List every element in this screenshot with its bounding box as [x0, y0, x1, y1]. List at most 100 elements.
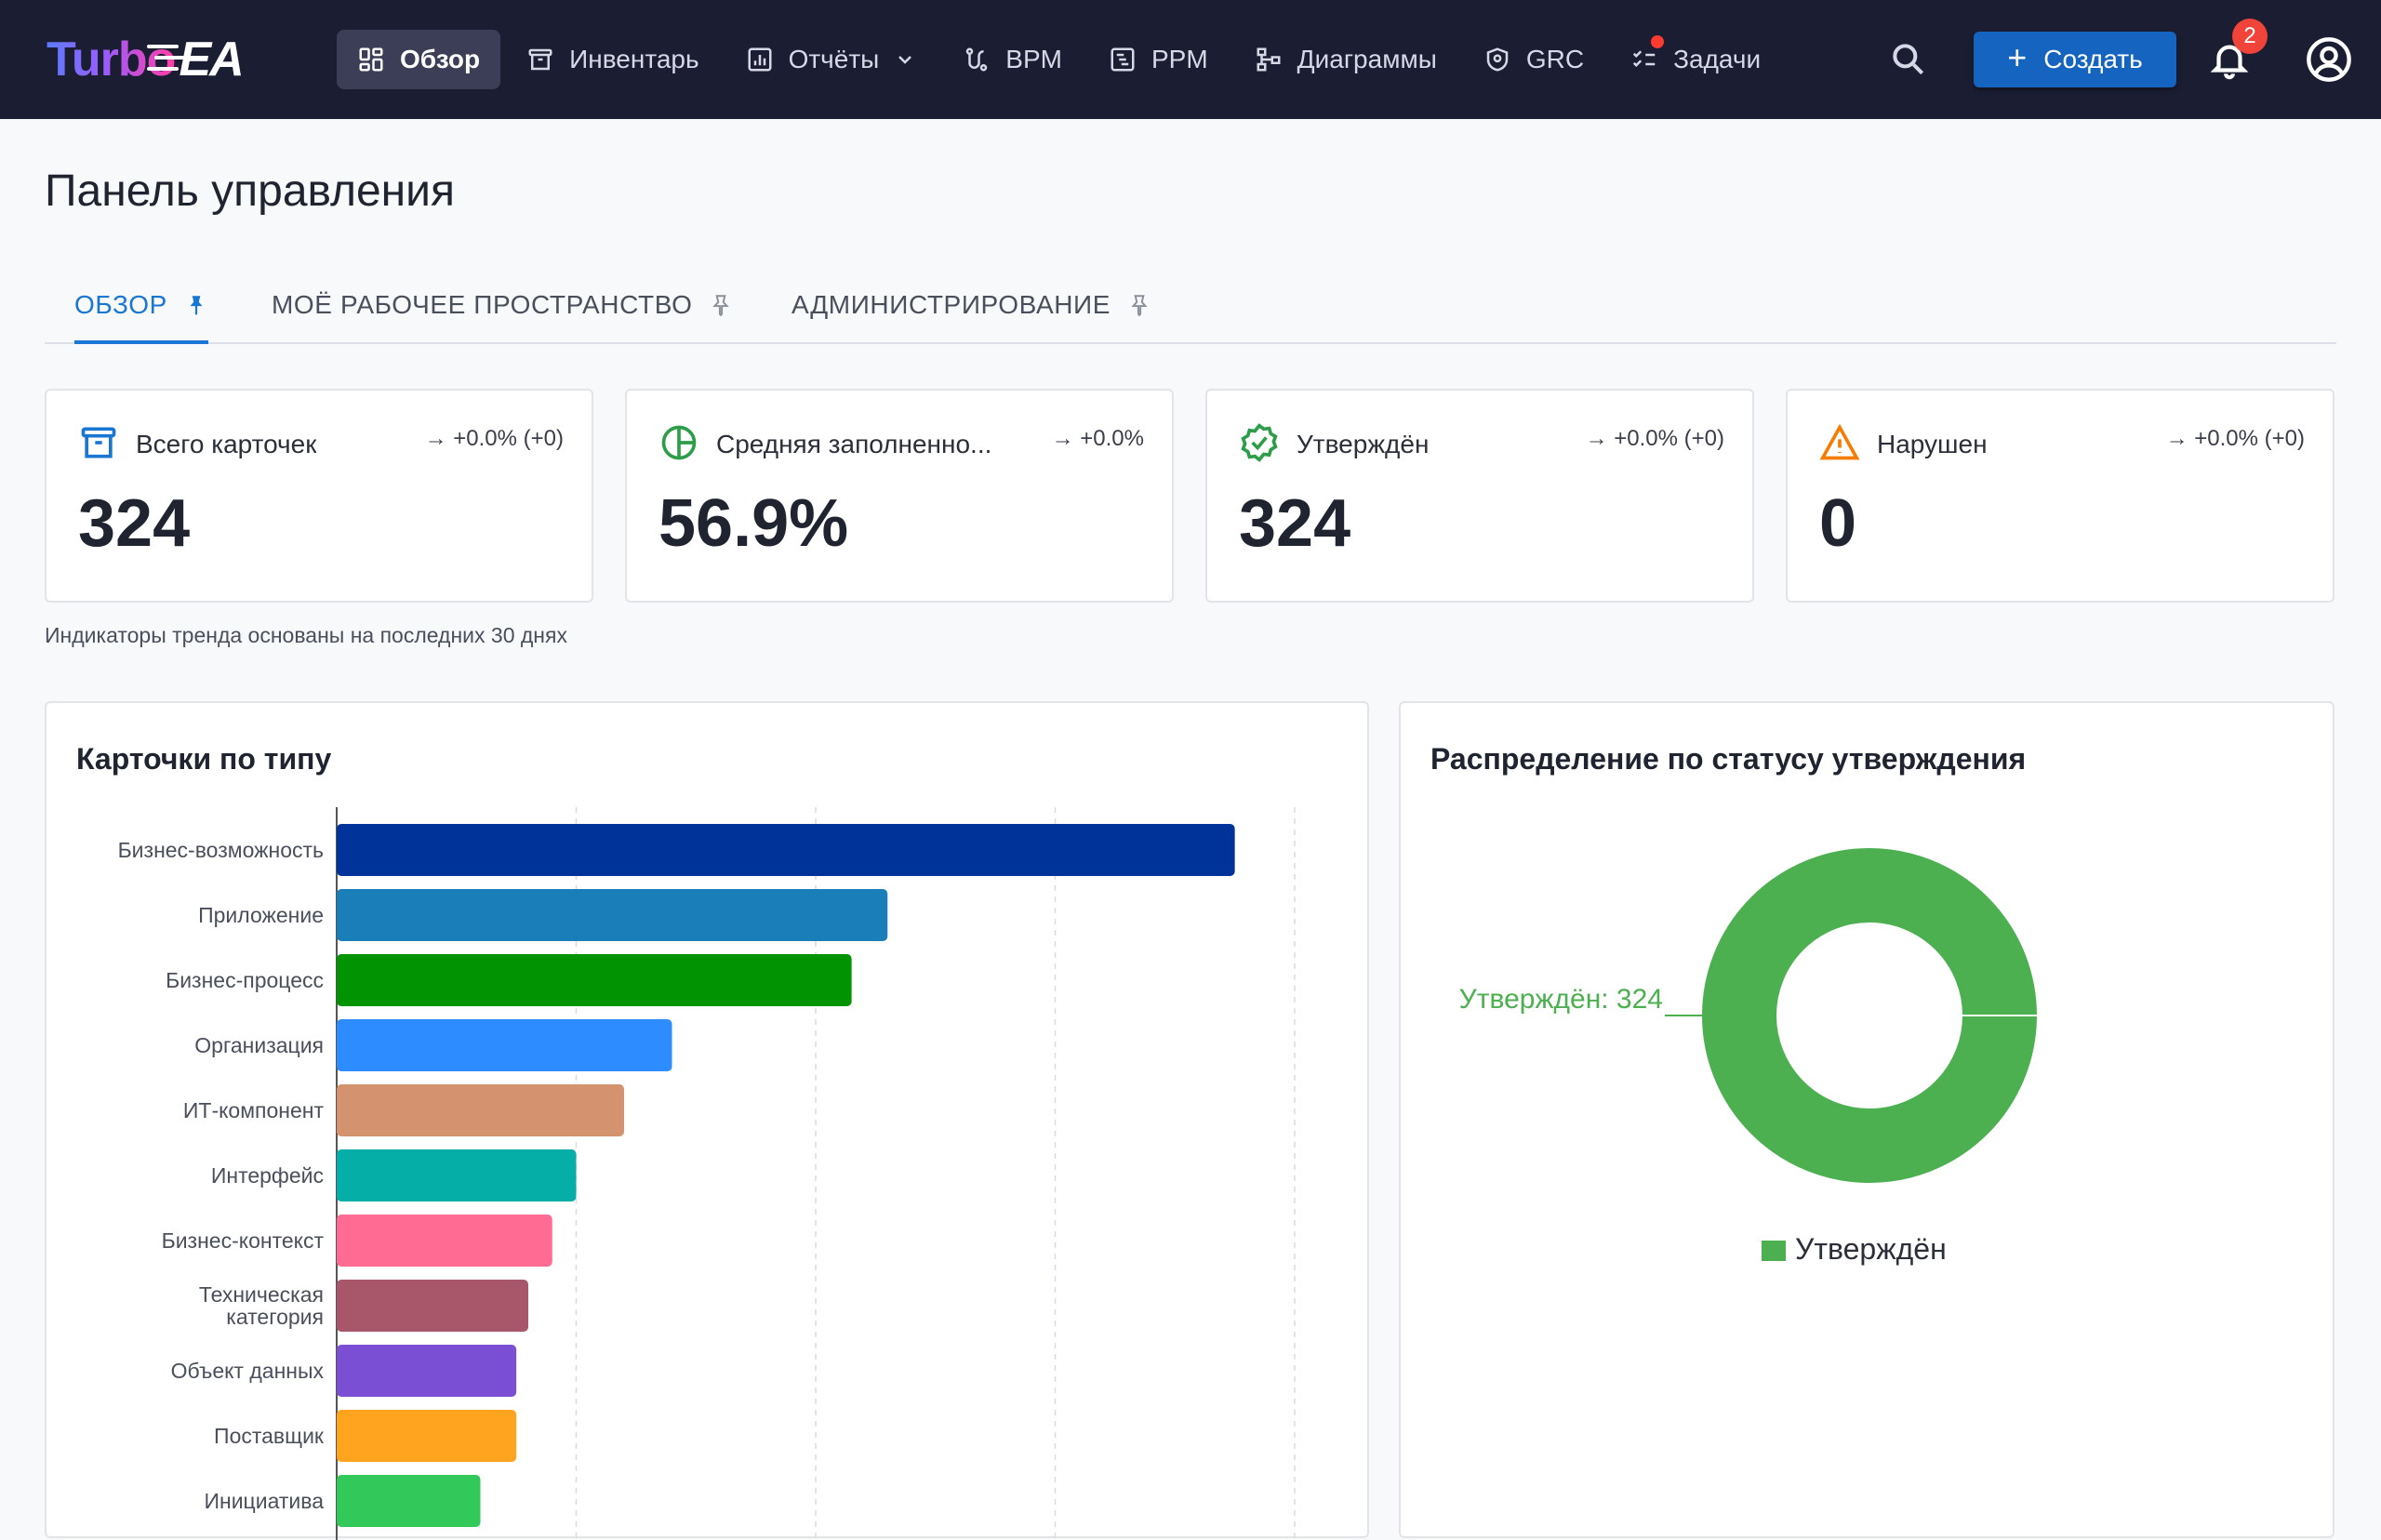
tab-label: Моё рабочее пространство: [272, 290, 693, 319]
report-icon: [748, 47, 772, 72]
hierarchy-icon: [1257, 47, 1281, 72]
pin-outline-icon[interactable]: [709, 291, 733, 319]
panel-cards-by-type: Карточки по типу Бизнес-возможность Прило…: [45, 701, 1369, 1540]
tasks-indicator-dot: [1651, 35, 1665, 48]
nav-label: BPM: [1005, 45, 1062, 73]
slice-data-label: Утверждён: 324: [1459, 984, 1663, 1015]
route-icon: [966, 47, 988, 72]
category-tick-label: Приложение: [198, 903, 324, 927]
panel-approval-status: Утверждён: 324 Утверждён Распределение по…: [1399, 701, 2334, 1538]
nav-label: Обзор: [400, 45, 481, 73]
nav-label: Диаграммы: [1297, 45, 1437, 73]
kpi-value: 324: [1239, 486, 1351, 561]
approval-status-donut-chart: Утверждён: 324 Утверждён: [1459, 848, 2037, 1266]
category-tick-label: Бизнес-контекст: [162, 1228, 325, 1253]
kpi-label: Утверждён: [1297, 430, 1430, 458]
bar[interactable]: [337, 1280, 528, 1332]
turbo-ea-logo[interactable]: Turbo EA: [47, 28, 245, 91]
category-tick-label: Бизнес-возможность: [118, 838, 324, 862]
tab-overview[interactable]: Обзор: [74, 268, 208, 344]
nav-item-overview[interactable]: Обзор: [337, 30, 501, 89]
category-tick-label: Инициатива: [204, 1489, 324, 1513]
main-nav: Обзор Инвентарь Отчёты BPM PPM Диаграммы…: [337, 30, 1787, 89]
tab-label: Администрирование: [791, 290, 1111, 319]
archive-icon: [81, 427, 116, 458]
create-button-label: Создать: [2043, 45, 2143, 73]
gantt-icon: [1111, 47, 1135, 72]
legend-label[interactable]: Утверждён: [1795, 1232, 1947, 1266]
legend-swatch: [1762, 1241, 1786, 1261]
bar[interactable]: [337, 1410, 517, 1462]
dashboard-icon: [359, 47, 383, 72]
nav-item-inventory[interactable]: Инвентарь: [506, 30, 719, 89]
warning-icon: [1819, 423, 1860, 460]
category-tick-label: Интерфейс: [211, 1163, 324, 1188]
category-tick-label: Техническая категория: [199, 1282, 324, 1329]
nav-label: Задачи: [1673, 45, 1762, 73]
bar[interactable]: [337, 1084, 624, 1136]
top-navigation-bar: Turbo EA Обзор Инвентарь Отчёты BPM PPM …: [0, 0, 2381, 119]
bell-icon[interactable]: [2208, 37, 2251, 82]
nav-label: Инвентарь: [569, 45, 699, 73]
kpi-card-broken: Нарушен → +0.0% (+0) 0: [1786, 389, 2334, 603]
notification-badge: 2: [2232, 19, 2268, 54]
bar[interactable]: [337, 1475, 481, 1527]
kpi-value: 0: [1819, 486, 1857, 561]
logo-text-turbo: Turbo: [47, 33, 176, 86]
kpi-card-approved: Утверждён → +0.0% (+0) 324: [1205, 389, 1754, 603]
pie-slice[interactable]: [1702, 848, 2037, 1183]
panel-title: Карточки по типу: [76, 742, 332, 776]
tab-my-workspace[interactable]: Моё рабочее пространство: [272, 268, 733, 342]
bar[interactable]: [337, 1149, 577, 1201]
category-tick-label: Поставщик: [214, 1424, 325, 1448]
page-title: Панель управления: [45, 166, 455, 216]
kpi-trend: → +0.0% (+0): [424, 426, 564, 451]
bar[interactable]: [337, 889, 888, 941]
tab-administration[interactable]: Администрирование: [791, 268, 1151, 342]
kpi-value: 324: [78, 486, 191, 561]
nav-item-reports[interactable]: Отчёты: [725, 30, 938, 89]
nav-item-ppm[interactable]: PPM: [1088, 30, 1229, 89]
nav-item-tasks[interactable]: Задачи: [1610, 30, 1781, 89]
kpi-label: Нарушен: [1877, 430, 1988, 458]
category-tick-label: Организация: [194, 1033, 324, 1057]
pie-icon: [661, 425, 697, 460]
tab-label: Обзор: [74, 290, 167, 319]
create-button[interactable]: + Создать: [1974, 32, 2176, 87]
pin-outline-icon[interactable]: [1127, 291, 1151, 319]
kpi-trend: → +0.0% (+0): [1585, 426, 1724, 451]
plus-icon: +: [2007, 38, 2028, 76]
panel-title: Распределение по статусу утверждения: [1430, 742, 2027, 776]
account-circle-icon[interactable]: [2305, 35, 2353, 84]
checklist-icon: [1632, 50, 1656, 68]
category-tick-label: Бизнес-процесс: [166, 968, 324, 992]
kpi-value: 56.9%: [658, 486, 849, 561]
nav-item-bpm[interactable]: BPM: [942, 30, 1083, 89]
verified-icon: [1241, 423, 1278, 462]
bar[interactable]: [337, 824, 1235, 876]
nav-label: Отчёты: [788, 45, 880, 73]
kpi-trend: → +0.0%: [1051, 426, 1144, 451]
archive-icon: [528, 48, 552, 71]
kpi-card-avg-completeness: Средняя заполненно... → +0.0% 56.9%: [625, 389, 1174, 603]
kpi-label: Средняя заполненно...: [716, 430, 992, 458]
pin-filled-icon[interactable]: [184, 291, 208, 319]
bar[interactable]: [337, 1019, 672, 1071]
category-tick-label: Объект данных: [171, 1359, 325, 1383]
chevron-down-icon: [898, 56, 912, 64]
trend-note: Индикаторы тренда основаны на последних …: [45, 623, 567, 647]
search-icon[interactable]: [1888, 39, 1929, 80]
nav-item-diagrams[interactable]: Диаграммы: [1234, 30, 1457, 89]
bar[interactable]: [337, 1345, 517, 1397]
kpi-label: Всего карточек: [136, 430, 317, 458]
kpi-trend: → +0.0% (+0): [2165, 426, 2305, 451]
shield-icon: [1486, 47, 1509, 72]
cards-by-type-bar-chart: Бизнес-возможность Приложение Бизнес-проце…: [118, 807, 1296, 1540]
bar[interactable]: [337, 954, 852, 1006]
nav-label: PPM: [1151, 45, 1208, 73]
dashboard-tabs: Обзор Моё рабочее пространство Администр…: [45, 268, 2336, 344]
nav-item-grc[interactable]: GRC: [1463, 30, 1604, 89]
category-tick-label: ИТ-компонент: [183, 1098, 325, 1122]
bar[interactable]: [337, 1215, 552, 1267]
logo-text-ea: EA: [147, 32, 245, 87]
